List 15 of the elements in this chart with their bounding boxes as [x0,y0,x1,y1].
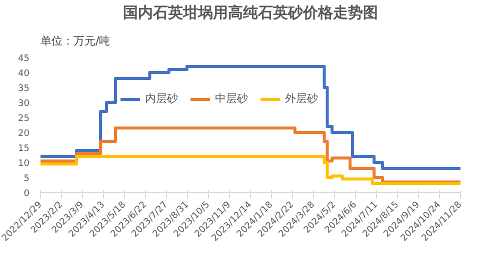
y-tick-label: 25 [18,114,30,124]
y-tick-label: 20 [18,129,30,139]
legend-label: 内层砂 [145,91,178,106]
y-tick-label: 35 [18,84,30,94]
y-tick-label: 5 [24,174,30,184]
legend-label: 中层砂 [215,91,248,106]
chart-title: 国内石英坩埚用高纯石英砂价格走势图 [123,4,378,22]
y-tick-label: 45 [18,54,30,64]
y-tick-label: 0 [24,189,30,199]
y-tick-label: 10 [18,159,30,169]
y-axis-title: 单位：万元/吨 [40,34,110,48]
y-tick-label: 30 [18,99,30,109]
legend-label: 外层砂 [285,91,318,106]
y-tick-label: 15 [18,144,30,154]
y-tick-label: 40 [18,69,30,79]
